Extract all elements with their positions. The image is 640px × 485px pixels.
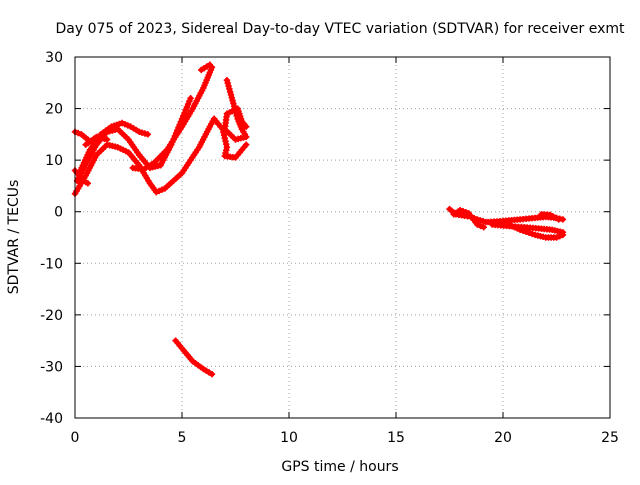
y-tick-label: 20: [45, 102, 63, 118]
data-point: [208, 370, 216, 378]
series-arc-17: [538, 211, 562, 223]
y-tick-label: 0: [54, 205, 63, 221]
series-arc-6: [82, 133, 111, 148]
x-tick-label: 0: [71, 430, 80, 446]
y-tick-label: -30: [40, 359, 63, 375]
data-point: [525, 229, 533, 237]
y-tick-label: -20: [40, 308, 63, 324]
series-arc-9: [172, 337, 216, 378]
chart-title: Day 075 of 2023, Sidereal Day-to-day VTE…: [56, 21, 626, 37]
grid-lines: [75, 57, 610, 418]
data-point: [480, 223, 487, 231]
series-arc-11: [210, 115, 250, 161]
data-point: [75, 129, 82, 137]
data-point: [144, 131, 151, 138]
x-tick-label: 20: [494, 430, 512, 446]
x-tick-label: 5: [178, 430, 187, 446]
y-tick-label: 30: [45, 50, 63, 66]
axis-tick-labels: 0 5 10 15 20 25 30 20 10 0 -10 -20 -30 -40: [40, 50, 619, 446]
data-point: [186, 98, 193, 105]
data-point: [522, 228, 530, 236]
y-tick-label: -40: [40, 411, 63, 427]
plot-frame: [74, 56, 611, 419]
series-arc-1: [71, 115, 218, 197]
series-arc-13: [450, 206, 487, 231]
data-point: [528, 230, 536, 238]
x-tick-label: 25: [601, 430, 619, 446]
series-arc-7: [129, 64, 216, 173]
axis-ticks: [74, 56, 611, 419]
x-tick-label: 15: [387, 430, 405, 446]
x-axis-label: GPS time / hours: [281, 459, 398, 475]
data-point: [103, 136, 111, 143]
data-point: [187, 95, 194, 102]
data-point: [555, 216, 562, 223]
data-point: [184, 100, 192, 108]
data-point: [559, 231, 567, 239]
data-point: [206, 61, 214, 68]
y-tick-label: -10: [40, 256, 63, 272]
data-point: [553, 234, 560, 241]
y-axis-label: SDTVAR / TECUs: [6, 180, 22, 295]
data-point: [230, 100, 237, 107]
data-point: [477, 222, 484, 230]
data-point: [183, 103, 191, 111]
data-point: [243, 123, 250, 130]
data-point: [243, 141, 250, 148]
series-line: [198, 62, 213, 73]
data-point: [474, 221, 481, 228]
data-point: [519, 227, 527, 234]
data-point: [182, 106, 189, 114]
data-series: [71, 61, 567, 378]
data-point: [84, 180, 92, 187]
series-arc-8: [198, 61, 214, 74]
y-tick-label: 10: [45, 153, 63, 169]
x-tick-label: 10: [280, 430, 298, 446]
data-point: [516, 226, 524, 233]
series-arc-16: [499, 218, 567, 241]
data-point: [556, 233, 563, 240]
